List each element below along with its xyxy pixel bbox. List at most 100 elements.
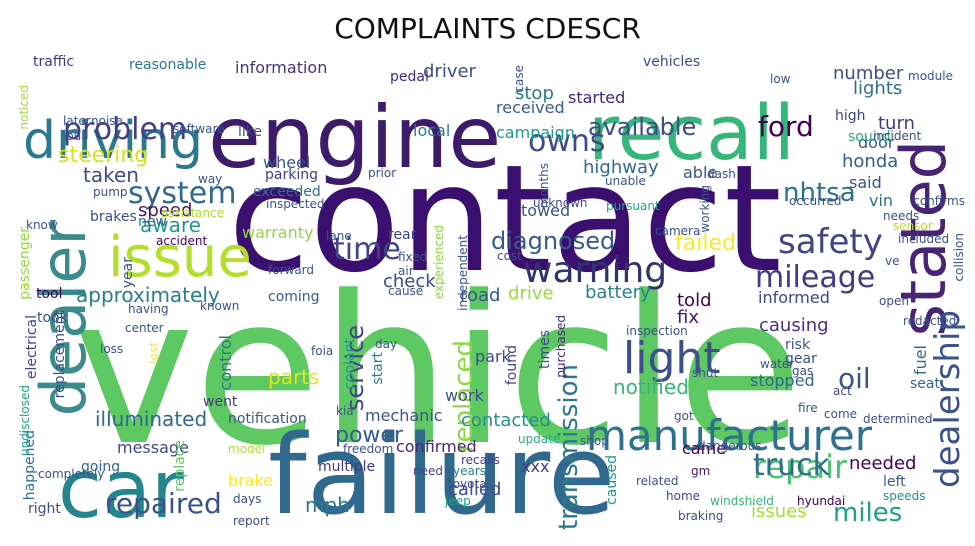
word-got: got xyxy=(674,409,694,423)
word-cloud: vehicle contact failure engine recall car deal… xyxy=(13,55,965,530)
word-highway: highway xyxy=(583,157,659,178)
word-working: working xyxy=(698,185,712,233)
word-driver: driver xyxy=(423,61,476,82)
word-forward: forward xyxy=(268,263,315,277)
word-brakes: brakes xyxy=(90,209,137,225)
word-years: years xyxy=(453,464,487,478)
word-fixed: fixed xyxy=(398,250,428,264)
word-replace: replace xyxy=(172,440,188,492)
word-oil: oil xyxy=(838,362,871,395)
word-vin: vin xyxy=(869,191,894,210)
word-issues: issues xyxy=(751,501,807,522)
word-reasonable: reasonable xyxy=(129,57,207,73)
word-rear: rear xyxy=(388,227,417,243)
word-fuel: fuel xyxy=(911,345,930,376)
word-confirms: confirms xyxy=(913,194,965,208)
word-able: able xyxy=(683,163,718,182)
word-act: act xyxy=(833,384,852,398)
word-lights: lights xyxy=(853,78,903,99)
word-owns: owns xyxy=(528,124,606,159)
word-took: took xyxy=(37,310,68,326)
word-risk: risk xyxy=(785,337,811,353)
word-cost: cost xyxy=(497,249,522,263)
word-problem: problem xyxy=(63,112,188,147)
word-inspected: inspected xyxy=(266,197,325,211)
word-power: power xyxy=(335,423,403,448)
word-unable: unable xyxy=(605,174,646,188)
word-available: available xyxy=(588,113,697,141)
word-light: light xyxy=(623,333,721,384)
word-traffic: traffic xyxy=(33,55,75,70)
word-braking: braking xyxy=(678,509,724,523)
word-car: car xyxy=(58,443,184,530)
word-message: message xyxy=(117,438,189,457)
word-incident: incident xyxy=(873,129,922,143)
word-shut: shut xyxy=(692,366,719,380)
word-redacted: redacted xyxy=(903,314,957,328)
word-purchased: purchased xyxy=(554,315,568,378)
word-tool: tool xyxy=(36,286,63,302)
word-camera: camera xyxy=(655,224,701,238)
word-freedom: freedom xyxy=(343,442,394,456)
word-case: case xyxy=(512,65,526,93)
word-brake: brake xyxy=(228,471,274,490)
word-air: air xyxy=(398,264,414,278)
word-door: door xyxy=(858,133,895,152)
word-know: know xyxy=(26,218,58,232)
word-low: low xyxy=(770,72,791,86)
word-exceeded: exceeded xyxy=(253,184,321,200)
word-miles: miles xyxy=(833,498,903,528)
word-lane: lane xyxy=(326,229,352,243)
word-said: said xyxy=(849,173,882,192)
word-high: high xyxy=(835,108,866,124)
word-times: times xyxy=(537,330,553,369)
word-repair: repair xyxy=(753,448,848,486)
word-received: received xyxy=(496,98,565,117)
word-kia: kia xyxy=(336,404,354,418)
word-left: left xyxy=(883,474,906,490)
word-failed: failed xyxy=(675,231,736,256)
word-experienced: experienced xyxy=(432,225,446,300)
word-inspection: inspection xyxy=(626,324,688,338)
word-right: right xyxy=(28,501,61,517)
word-independent: independent xyxy=(456,235,470,311)
word-number: number xyxy=(833,63,904,84)
word-campaign: campaign xyxy=(496,123,575,142)
word-software: software xyxy=(173,122,225,136)
word-park: park xyxy=(475,347,511,366)
word-sound: sound xyxy=(848,129,891,145)
word-way: way xyxy=(198,172,223,186)
word-days: days xyxy=(233,492,262,506)
word-started: started xyxy=(568,88,626,107)
word-notification: notification xyxy=(228,411,307,427)
word-parts: parts xyxy=(268,365,320,389)
word-approximately: approximately xyxy=(76,283,220,307)
word-speed: speed xyxy=(138,200,193,221)
word-day: day xyxy=(375,337,398,351)
word-fix: fix xyxy=(677,307,699,328)
word-issue: issue xyxy=(108,225,252,290)
word-manufacturer: manufacturer xyxy=(586,411,873,460)
word-water: water xyxy=(760,357,795,371)
word-new: new xyxy=(138,214,167,230)
word-informed: informed xyxy=(758,288,830,307)
word-pursuant: pursuant xyxy=(606,199,660,213)
word-engine: engine xyxy=(208,88,502,188)
word-xxx: xxx xyxy=(521,457,550,476)
word-known: known xyxy=(200,299,240,313)
word-pedal: pedal xyxy=(390,69,429,85)
word-included: included xyxy=(898,232,950,246)
word-lost: lost xyxy=(147,342,161,364)
word-completely: completely xyxy=(38,467,105,481)
word-truck: truck xyxy=(753,448,830,483)
word-ve: ve xyxy=(885,254,900,268)
word-hyundai: hyundai xyxy=(797,494,846,508)
word-system: system xyxy=(128,176,237,211)
word-mechanic: mechanic xyxy=(365,406,443,425)
word-caused: caused xyxy=(604,455,620,505)
word-came: came xyxy=(682,439,727,458)
word-ford: ford xyxy=(758,110,814,143)
word-speeds: speeds xyxy=(883,489,926,503)
word-warranty: warranty xyxy=(242,223,314,242)
word-seat: seat xyxy=(910,376,940,392)
